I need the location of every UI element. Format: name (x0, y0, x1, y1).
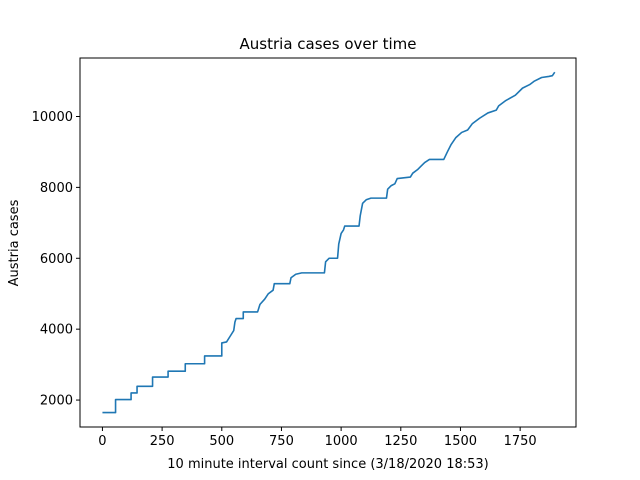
x-tick-label: 1250 (384, 434, 417, 449)
x-axis-label: 10 minute interval count since (3/18/202… (167, 457, 488, 472)
x-tick-label: 0 (98, 434, 106, 449)
x-tick-label: 750 (269, 434, 294, 449)
y-tick-label: 4000 (40, 323, 73, 338)
plot-area (102, 71, 556, 414)
x-tick-label: 250 (150, 434, 175, 449)
x-tick-label: 1500 (444, 434, 477, 449)
series-line-0 (102, 71, 556, 414)
y-tick-label: 2000 (40, 394, 73, 409)
y-axis: 2000 4000 6000 8000 10000 (32, 110, 80, 409)
chart-title: Austria cases over time (240, 35, 417, 53)
y-axis-label: Austria cases (7, 199, 22, 286)
x-tick-label: 1750 (504, 434, 537, 449)
y-tick-label: 8000 (40, 181, 73, 196)
plot-frame (79, 57, 577, 428)
y-tick-label: 10000 (32, 110, 73, 125)
x-tick-label: 1000 (325, 434, 358, 449)
y-tick-label: 6000 (40, 252, 73, 267)
x-axis: 0 250 500 750 1000 1250 1500 1750 (98, 427, 537, 449)
x-tick-label: 500 (209, 434, 234, 449)
